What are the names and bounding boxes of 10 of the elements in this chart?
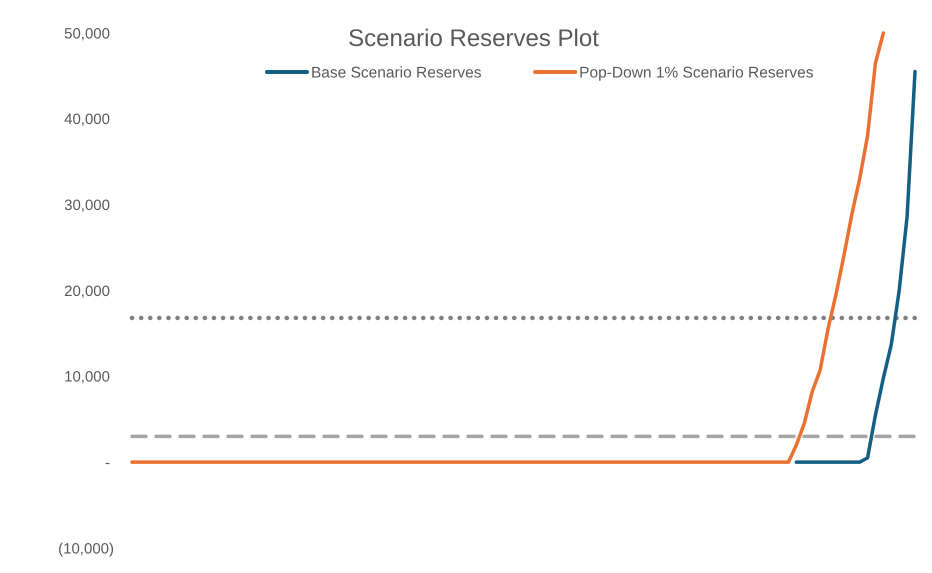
y-tick-label: 20,000 bbox=[64, 282, 110, 300]
legend-label: Pop-Down 1% Scenario Reserves bbox=[579, 64, 814, 82]
y-tick-label: 40,000 bbox=[64, 111, 110, 128]
y-tick-label: - bbox=[105, 454, 110, 472]
y-tick-label: 10,000 bbox=[64, 368, 110, 386]
y-tick-label: 30,000 bbox=[64, 196, 110, 214]
chart-title: Scenario Reserves Plot bbox=[348, 25, 600, 52]
y-tick-label: 50,000 bbox=[64, 25, 110, 42]
y-tick-label: (10,000) bbox=[58, 540, 114, 558]
legend-label: Base Scenario Reserves bbox=[310, 64, 482, 82]
